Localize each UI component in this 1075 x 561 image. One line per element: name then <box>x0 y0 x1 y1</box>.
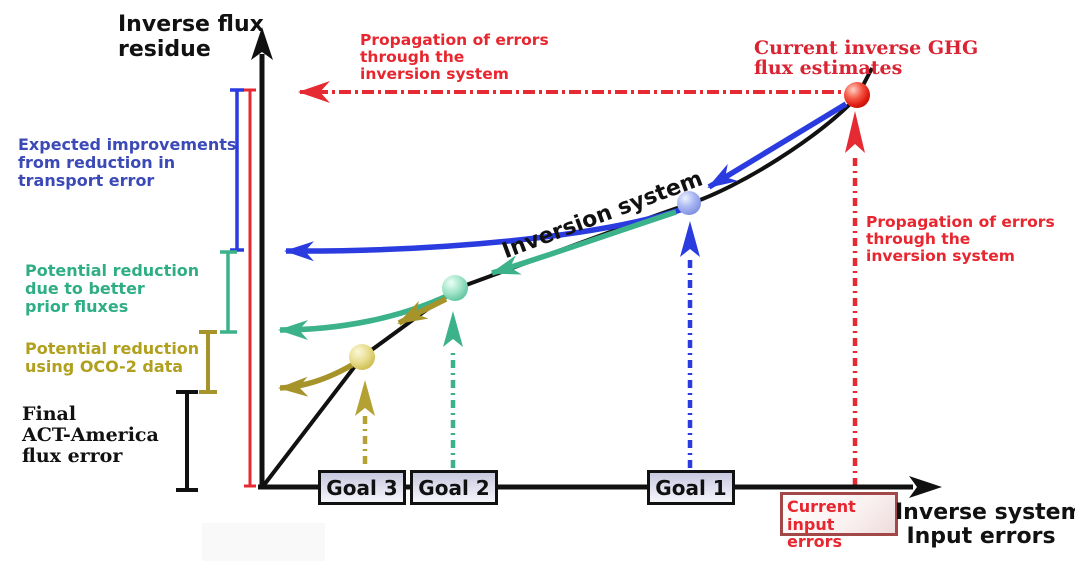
current-estimates-line2: flux estimates <box>754 57 903 79</box>
goal3-box: Goal 3 <box>318 470 406 505</box>
current-estimates-annotation: Current inverse GHG flux estimates <box>754 38 978 78</box>
prop-top-line3: inversion system <box>360 65 509 83</box>
green-arrow-goal1-to-goal2 <box>490 209 677 276</box>
propagation-annotation-right: Propagation of errors through the invers… <box>866 214 1055 265</box>
red-up-arrowhead <box>845 111 865 153</box>
green-up-arrowhead <box>443 311 463 347</box>
blue-arrow-estimate-to-goal1 <box>707 101 848 190</box>
blue-bracket <box>230 88 244 252</box>
prior-line2: due to better <box>25 279 145 298</box>
transport-line3: transport error <box>18 171 155 190</box>
y-axis-arrowhead <box>251 27 273 60</box>
final-line3: flux error <box>22 445 123 467</box>
current-input-errors-box: Current input errors <box>780 492 898 550</box>
final-line1: Final <box>22 403 77 425</box>
goal2-point <box>442 275 468 301</box>
propagation-annotation-top: Propagation of errors through the invers… <box>360 32 549 83</box>
cie-line1: Current <box>787 497 856 516</box>
olive-arrow-goal2-to-goal3 <box>397 296 448 326</box>
x-axis-title: Inverse system Input errors <box>895 500 1075 549</box>
y-axis-title: Inverse flux residue <box>118 12 264 62</box>
oco2-line1: Potential reduction <box>25 339 200 358</box>
olive-bracket <box>199 330 217 394</box>
goal1-label: Goal 1 <box>655 475 727 500</box>
prior-fluxes-annotation: Potential reduction due to better prior … <box>25 262 199 316</box>
faint-artifact-rectangle <box>202 523 325 561</box>
goal1-box: Goal 1 <box>647 470 735 505</box>
current-estimate-point <box>844 82 870 108</box>
transport-line1: Expected improvements <box>18 135 237 154</box>
x-axis-title-line1: Inverse system <box>895 500 1075 525</box>
goal2-label: Goal 2 <box>418 475 490 500</box>
prop-top-line1: Propagation of errors <box>360 31 549 49</box>
transport-error-annotation: Expected improvements from reduction in … <box>18 136 236 190</box>
inversion-system-curve <box>262 67 874 487</box>
goal1-point <box>677 191 701 215</box>
black-bracket <box>176 390 198 492</box>
prop-right-line3: inversion system <box>866 247 1015 265</box>
prop-right-line1: Propagation of errors <box>866 213 1055 231</box>
y-axis-title-line1: Inverse flux <box>118 12 264 37</box>
red-bracket <box>244 88 256 488</box>
oco2-annotation: Potential reduction using OCO-2 data <box>25 340 199 376</box>
prior-line1: Potential reduction <box>25 261 200 280</box>
green-curve-to-axis <box>278 292 451 340</box>
x-axis-title-line2: Input errors <box>906 524 1056 549</box>
olive-curve-to-axis <box>278 362 354 397</box>
goal3-point <box>349 344 375 370</box>
current-estimates-line1: Current inverse GHG <box>754 37 979 59</box>
prop-right-line2: through the <box>866 230 971 248</box>
final-line2: ACT-America <box>22 424 159 446</box>
y-axis-title-line2: residue <box>118 37 211 62</box>
transport-line2: from reduction in <box>18 153 176 172</box>
blue-up-arrowhead <box>680 221 700 257</box>
oco2-line2: using OCO-2 data <box>25 357 184 376</box>
final-flux-error-annotation: Final ACT-America flux error <box>22 404 159 467</box>
goal2-box: Goal 2 <box>410 470 498 505</box>
cie-line2: input errors <box>787 514 843 551</box>
x-axis-arrowhead <box>909 476 942 498</box>
green-bracket <box>220 250 237 334</box>
olive-up-arrowhead <box>355 380 375 416</box>
prop-top-line2: through the <box>360 48 465 66</box>
goal3-label: Goal 3 <box>326 475 398 500</box>
prior-line3: prior fluxes <box>25 297 129 316</box>
